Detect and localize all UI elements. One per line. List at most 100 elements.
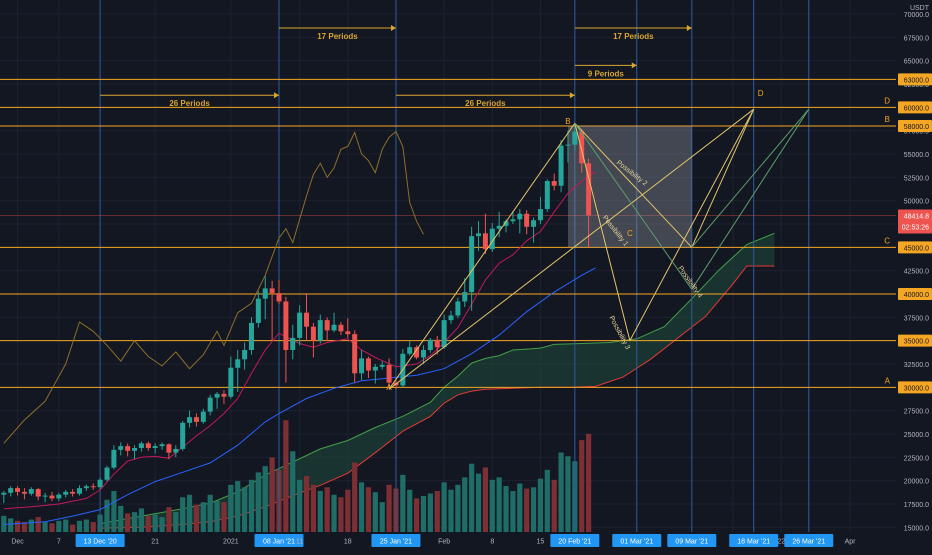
- volume-bar: [358, 482, 365, 532]
- volume-bar: [138, 508, 144, 532]
- volume-bar: [462, 477, 468, 532]
- time-tick-label: Apr: [845, 539, 857, 546]
- current-price-badge: [898, 209, 932, 234]
- volume-bar: [63, 519, 69, 532]
- candle-body: [476, 233, 482, 237]
- volume-bar: [83, 519, 89, 532]
- candle-body: [42, 495, 48, 497]
- volume-bar: [565, 456, 571, 532]
- candle-body: [269, 288, 275, 294]
- period-arrow-head: [631, 62, 637, 69]
- candle-body: [221, 393, 227, 397]
- candle-body: [35, 489, 41, 497]
- candle-body: [297, 312, 303, 338]
- candle-body: [242, 350, 248, 360]
- volume-bar: [152, 514, 158, 532]
- candle-body: [255, 298, 261, 323]
- volume-bar: [455, 484, 461, 532]
- highlighted-date-badge: [550, 534, 600, 547]
- base-line: [3, 267, 596, 525]
- candle-body: [166, 444, 172, 453]
- price-tick-label: 65000.0: [904, 59, 929, 66]
- volume-bar: [283, 420, 289, 532]
- candle-body: [283, 301, 289, 350]
- volume-bar: [469, 463, 475, 532]
- candle-body: [310, 326, 316, 341]
- candle-body: [503, 221, 509, 226]
- harmonic-pattern-line: [691, 108, 755, 248]
- period-arrow-head: [274, 92, 279, 99]
- period-label: 26 Periods: [465, 99, 506, 108]
- candle-body: [56, 494, 62, 499]
- candle-body: [63, 491, 69, 495]
- candle-body: [214, 393, 220, 398]
- candle-body: [152, 446, 158, 448]
- volume-bar: [14, 520, 21, 532]
- candle-body: [97, 479, 103, 488]
- harmonic-pattern-line: [388, 108, 755, 390]
- volume-bar: [427, 493, 433, 532]
- highlighted-date-label: 18 Mar '21: [737, 539, 770, 546]
- period-label: 9 Periods: [588, 69, 625, 78]
- level-side-label: A: [885, 376, 891, 385]
- volume-bar: [310, 484, 316, 532]
- period-label: 26 Periods: [169, 99, 210, 108]
- candle-body: [200, 411, 206, 422]
- candle-body: [338, 324, 344, 332]
- volume-bar: [28, 519, 34, 532]
- candle-body: [159, 444, 165, 447]
- harmonic-pattern-line: [574, 123, 631, 341]
- candle-body: [365, 358, 371, 371]
- candle-body: [276, 293, 282, 302]
- harmonic-pattern-line: [629, 108, 755, 341]
- pattern-point-label: D: [758, 89, 764, 98]
- volume-bar: [297, 479, 303, 532]
- price-level-badge-label: 45000.0: [904, 245, 929, 252]
- time-tick-label: 22: [777, 539, 785, 546]
- price-tick-label: 57500.0: [904, 129, 929, 136]
- volume-bar: [558, 452, 564, 532]
- period-arrow-head: [686, 25, 692, 31]
- volume-bar: [551, 479, 557, 532]
- candle-body: [420, 350, 426, 358]
- highlighted-date-badge: [784, 534, 834, 547]
- volume-bar: [255, 472, 261, 532]
- volume-bar: [186, 494, 193, 532]
- candle-body: [379, 364, 385, 367]
- volume-bar: [235, 481, 241, 532]
- price-tick-label: 32500.0: [904, 362, 929, 369]
- volume-bar: [104, 499, 110, 532]
- highlighted-date-label: 13 Dec '20: [83, 539, 116, 546]
- pattern-point-label: C: [627, 229, 633, 238]
- highlighted-date-label: 08 Jan '21: [263, 539, 295, 546]
- volume-bar: [1, 515, 7, 532]
- candle-body: [262, 288, 268, 299]
- price-axis[interactable]: USDT 70000.0 67500.0 65000.0 62500.0 60000.0…: [896, 0, 932, 550]
- volume-bar: [372, 492, 378, 532]
- candle-body: [145, 443, 151, 448]
- highlighted-date-badge: [254, 534, 304, 547]
- price-tick-label: 25000.0: [904, 432, 929, 439]
- vertical-marker-layer: [99, 0, 810, 532]
- volume-bar: [269, 457, 275, 532]
- candle-body: [8, 488, 14, 493]
- highlighted-date-badge: [371, 534, 421, 547]
- volume-bar: [345, 489, 351, 532]
- time-tick-label: 8: [490, 539, 494, 546]
- volume-bar: [242, 487, 248, 532]
- volume-bar: [414, 498, 420, 532]
- candle-body: [132, 448, 138, 451]
- candle-body: [290, 337, 296, 350]
- time-axis[interactable]: Dec 7 13 Dec '20 21 2021 08 Jan '21 11 18 25 Jan…: [0, 532, 932, 550]
- lagging-span-line: [3, 130, 424, 444]
- candle-body: [482, 233, 488, 250]
- volume-bar: [586, 433, 592, 532]
- candle-body: [21, 491, 27, 494]
- candle-body: [386, 364, 392, 383]
- highlighted-date-badge: [612, 534, 662, 547]
- price-tick-label: 42500.0: [904, 269, 929, 276]
- volume-bar: [207, 494, 213, 532]
- candle-body: [565, 144, 571, 146]
